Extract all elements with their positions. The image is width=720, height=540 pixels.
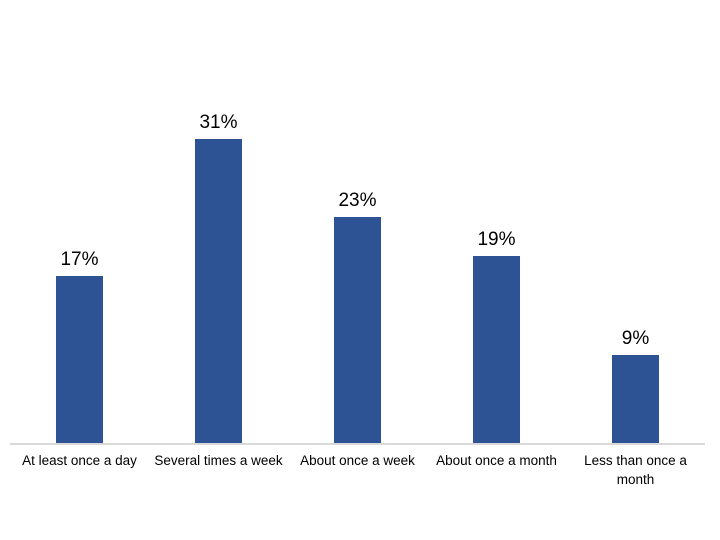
category-label: Less than once a month	[584, 453, 687, 487]
bar	[612, 355, 659, 443]
bar-column: 31%	[149, 112, 288, 443]
value-label: 23%	[338, 190, 377, 211]
value-label: 17%	[60, 249, 99, 270]
x-axis-labels: At least once a day Several times a week A…	[10, 452, 705, 490]
bar	[56, 276, 103, 443]
bar-column: 17%	[10, 249, 149, 443]
bar-column: 23%	[288, 190, 427, 443]
category-label: About once a month	[436, 453, 557, 468]
bar	[195, 139, 242, 443]
value-label: 9%	[621, 328, 650, 349]
plot-area: 17% 31% 23% 19% 9%	[10, 0, 705, 445]
bar-column: 19%	[427, 229, 566, 443]
value-label: 19%	[477, 229, 516, 250]
value-label: 31%	[199, 112, 238, 133]
category-label: At least once a day	[22, 453, 137, 468]
category-label: Several times a week	[154, 453, 283, 468]
bar-column: 9%	[566, 328, 705, 443]
bar	[473, 256, 520, 443]
category-label: About once a week	[300, 453, 415, 468]
bar	[334, 217, 381, 443]
